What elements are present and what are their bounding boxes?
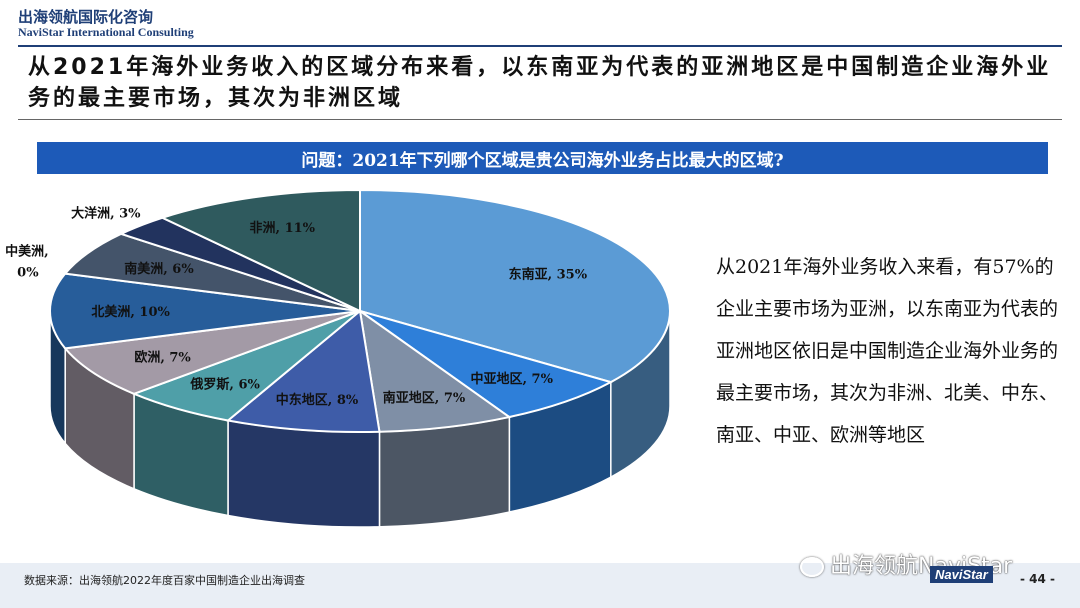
pie-slice-南亚地区 xyxy=(358,308,512,433)
pie-label-南亚地区: 南亚地区, 7% xyxy=(383,390,466,406)
pie-label-中亚地区: 中亚地区, 7% xyxy=(470,371,553,387)
region-pie-chart: 东南亚, 35% 中亚地区, 7%南亚地区, 7% 中东地区, 8% 俄罗斯, 6% 欧… xyxy=(5,188,671,528)
pie-slice-欧洲 xyxy=(63,310,361,395)
pie-label-非洲: 非洲, 11% xyxy=(250,220,316,236)
footer-bar xyxy=(0,563,1080,608)
pie-top-faces xyxy=(49,188,671,433)
brand-name-en: NaviStar International Consulting xyxy=(18,25,194,39)
survey-question-text: 问题：2021年下列哪个区域是贵公司海外业务占比最大的区域? xyxy=(301,150,784,171)
brand-name-cn: 出海领航国际化咨询 xyxy=(18,8,154,26)
survey-question-bar: 问题：2021年下列哪个区域是贵公司海外业务占比最大的区域? xyxy=(37,142,1048,174)
pie-slice-东南亚 xyxy=(359,188,671,384)
pie-label-中东地区: 中东地区, 8% xyxy=(276,392,359,408)
wechat-icon xyxy=(800,557,824,577)
data-source-note: 数据来源：出海领航2022年度百家中国制造企业出海调查 xyxy=(24,574,305,587)
pie-slice-北美洲 xyxy=(49,272,361,350)
pie-slice-中亚地区 xyxy=(359,310,614,419)
pie-label-南美洲: 南美洲, 6% xyxy=(124,261,194,277)
pie-label-俄罗斯: 俄罗斯, 6% xyxy=(189,376,260,392)
analysis-text: 从2021年海外业务收入来看，有57%的企业主要市场为亚洲，以东南亚为代表的亚洲… xyxy=(716,256,1059,446)
header-divider xyxy=(18,45,1062,47)
navistar-logo: NaviStar xyxy=(930,566,993,583)
pie-label-北美洲: 北美洲, 10% xyxy=(91,304,170,320)
pie-side-walls xyxy=(49,310,671,528)
pie-side-南亚地区 xyxy=(378,416,511,528)
pie-label-大洋洲: 大洋洲, 3% xyxy=(71,205,141,221)
pie-label-中美洲: 中美洲, 0% xyxy=(5,244,49,281)
pie-label-欧洲: 欧洲, 7% xyxy=(134,350,191,366)
pie-labels: 东南亚, 35% 中亚地区, 7%南亚地区, 7% 中东地区, 8% 俄罗斯, 6% 欧… xyxy=(5,205,588,408)
pie-slice-中东地区 xyxy=(225,309,381,433)
pie-label-东南亚: 东南亚, 35% xyxy=(509,267,588,283)
pie-slice-非洲 xyxy=(159,188,361,313)
slide-headline: 从2021年海外业务收入的区域分布来看，以东南亚为代表的亚洲地区是中国制造企业海… xyxy=(28,55,1052,111)
headline-divider xyxy=(18,119,1062,120)
pie-side-中东地区 xyxy=(227,419,381,528)
page-number: - 44 - xyxy=(1020,572,1056,586)
